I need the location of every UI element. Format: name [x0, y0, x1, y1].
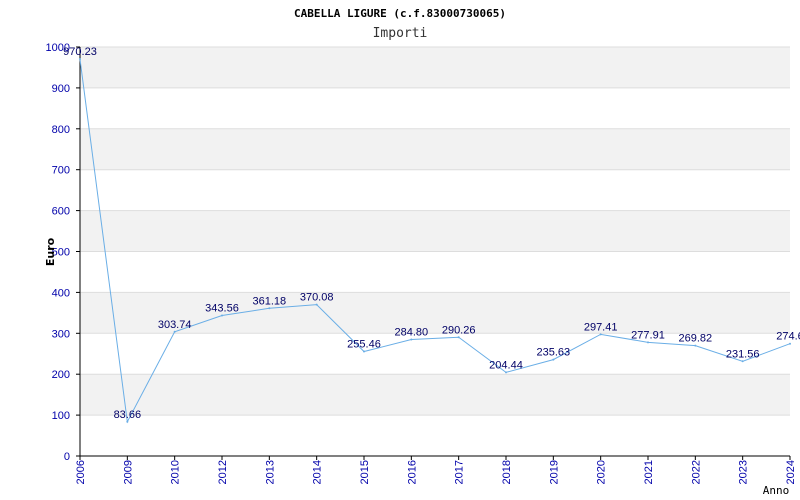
data-point — [789, 342, 791, 345]
grid-band — [80, 415, 790, 456]
data-label: 204.44 — [489, 359, 523, 371]
data-label: 343.56 — [205, 302, 239, 314]
data-point — [363, 350, 365, 353]
data-point — [410, 338, 413, 341]
data-label: 290.26 — [442, 324, 476, 336]
grid-band — [80, 210, 790, 252]
data-labels: 970.23 83.66 303.74 343.56 361.18 370.08 255.4… — [63, 46, 800, 421]
data-point — [552, 358, 555, 361]
chart-subtitle: Importi — [373, 26, 428, 41]
x-tick-label: 2020 — [596, 460, 608, 484]
grid-band — [80, 292, 790, 334]
data-point — [173, 330, 176, 333]
data-label: 370.08 — [300, 292, 334, 304]
data-point — [268, 307, 271, 310]
y-axis-ticks: 0 100 200 300 400 500 600 700 800 900 1000 — [46, 42, 80, 463]
data-label: 297.41 — [584, 321, 618, 333]
plot-background — [80, 47, 790, 456]
y-tick-label: 700 — [52, 165, 70, 177]
grid-band — [80, 169, 790, 211]
data-point — [457, 336, 460, 339]
data-label: 231.56 — [726, 348, 760, 360]
data-point — [694, 344, 697, 347]
grid-band — [80, 47, 790, 88]
chart-title: CABELLA LIGURE (c.f.83000730065) — [294, 7, 506, 20]
grid-band — [80, 251, 790, 293]
y-tick-label: 300 — [52, 328, 70, 340]
x-tick-label: 2006 — [75, 460, 87, 484]
grid-band — [80, 128, 790, 170]
data-label: 303.74 — [158, 319, 192, 331]
data-label: 284.80 — [395, 327, 429, 339]
grid-band — [80, 87, 790, 129]
data-label: 277.91 — [631, 329, 665, 341]
data-label: 255.46 — [347, 339, 381, 351]
x-tick-label: 2024 — [785, 460, 797, 484]
y-axis-title: Euro — [44, 237, 57, 266]
data-label: 361.18 — [253, 295, 287, 307]
data-point — [647, 341, 649, 344]
series-line — [79, 59, 791, 424]
y-tick-label: 800 — [52, 124, 70, 136]
series-line-group — [79, 58, 791, 424]
data-point — [599, 333, 602, 336]
x-tick-label: 2013 — [264, 460, 276, 484]
data-label: 274.6 — [776, 331, 800, 343]
x-tick-label: 2014 — [312, 460, 324, 484]
x-tick-label: 2015 — [359, 460, 371, 484]
x-tick-label: 2012 — [217, 460, 229, 484]
data-point — [126, 420, 129, 423]
data-point — [315, 303, 318, 306]
data-label: 235.63 — [537, 347, 571, 359]
x-tick-label: 2021 — [643, 460, 655, 484]
y-tick-label: 200 — [52, 369, 70, 381]
data-point — [741, 360, 744, 363]
y-tick-label: 400 — [52, 287, 70, 299]
x-tick-label: 2017 — [454, 460, 466, 484]
x-tick-label: 2022 — [690, 460, 702, 484]
data-point — [505, 371, 507, 374]
x-tick-label: 2009 — [122, 460, 134, 484]
y-tick-label: 900 — [52, 83, 70, 95]
y-tick-label: 600 — [52, 206, 70, 218]
x-tick-label: 2016 — [406, 460, 418, 484]
x-tick-label: 2010 — [170, 460, 182, 484]
data-label: 83.66 — [114, 409, 142, 421]
x-tick-label: 2023 — [738, 460, 750, 484]
grid-band — [80, 374, 790, 416]
data-label: 269.82 — [679, 333, 713, 345]
x-tick-label: 2019 — [548, 460, 560, 484]
x-axis-title: Anno — [763, 484, 790, 497]
x-axis-ticks: 2006 2009 2010 2012 2013 2014 2015 2016 2017 2018… — [75, 456, 797, 484]
x-tick-label: 2018 — [501, 460, 513, 484]
grid-band — [80, 333, 790, 375]
data-label: 970.23 — [63, 46, 97, 58]
data-point — [79, 58, 81, 61]
y-tick-label: 0 — [64, 451, 70, 463]
y-tick-label: 100 — [52, 410, 70, 422]
data-point — [221, 314, 223, 317]
y-tick-label: 500 — [52, 247, 70, 259]
y-tick-label: 1000 — [46, 42, 70, 54]
